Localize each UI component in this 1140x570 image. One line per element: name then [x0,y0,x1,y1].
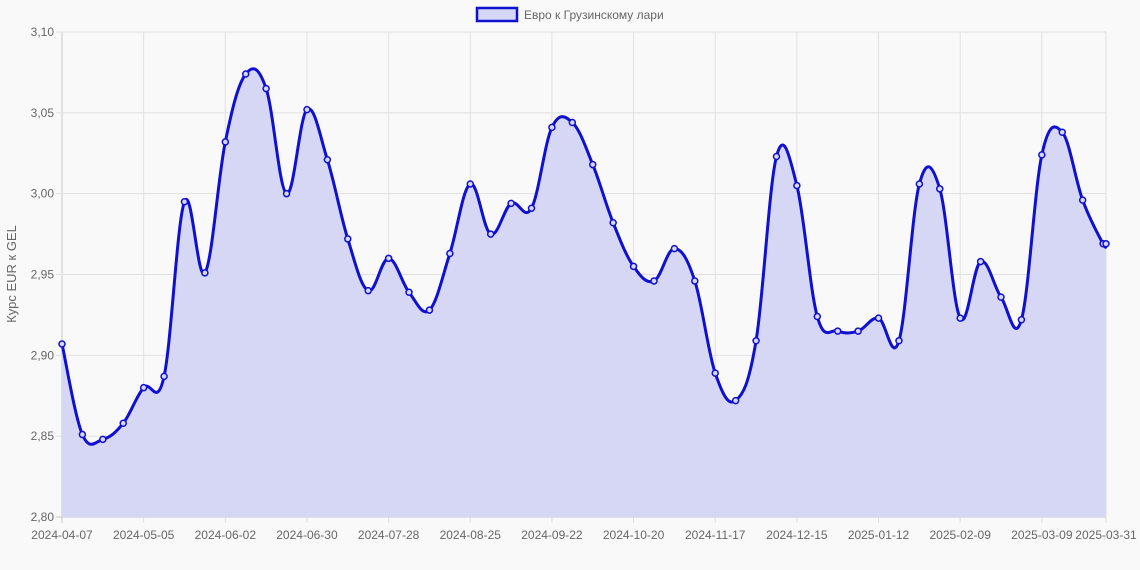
x-tick-label: 2024-06-02 [195,528,257,542]
data-point[interactable] [1058,128,1067,136]
data-point[interactable] [323,155,332,164]
x-tick-label: 2025-02-09 [929,528,991,542]
legend-swatch [475,6,519,23]
data-point[interactable] [691,277,699,285]
data-point[interactable] [241,70,250,78]
data-point[interactable] [793,181,801,190]
data-point[interactable] [854,327,862,335]
data-point[interactable] [446,249,454,258]
x-tick-label: 2024-07-28 [358,528,420,542]
data-point[interactable] [936,185,944,193]
y-tick-label: 2,80 [31,510,55,524]
y-axis-ticks: 2,80 2,85 2,90 2,95 3,00 3,05 3,10 [31,25,55,524]
data-point[interactable] [1017,316,1026,324]
data-point[interactable] [303,105,311,114]
x-tick-label: 2024-05-05 [113,528,175,542]
data-point[interactable] [752,337,760,345]
data-point[interactable] [466,180,475,188]
series-area-fill [62,68,1106,517]
x-tick-label: 2024-12-15 [766,528,828,542]
data-point[interactable] [99,435,107,444]
data-point[interactable] [262,84,270,93]
data-point[interactable] [344,235,352,243]
data-point[interactable] [772,152,781,161]
data-point[interactable] [895,337,903,345]
data-point[interactable] [711,369,719,377]
data-point[interactable] [568,118,577,127]
data-point[interactable] [629,262,638,271]
x-tick-label: 2025-03-31 [1075,528,1137,542]
data-point[interactable] [813,312,822,321]
legend-label: Евро к Грузинскому лари [524,8,664,22]
data-point[interactable] [833,327,842,335]
y-tick-label: 2,95 [31,268,55,282]
data-point[interactable] [384,254,393,263]
data-point[interactable] [282,189,291,198]
x-tick-label: 2024-08-25 [440,528,502,542]
x-tick-label: 2024-10-20 [603,528,665,542]
data-point[interactable] [78,430,87,439]
y-tick-label: 3,05 [31,106,55,120]
x-tick-label: 2025-01-12 [848,528,910,542]
data-point[interactable] [58,340,66,348]
data-point[interactable] [731,396,740,405]
data-point[interactable] [650,277,658,285]
data-point[interactable] [364,286,372,295]
data-point[interactable] [486,230,495,238]
data-point[interactable] [180,198,189,206]
y-tick-label: 3,10 [31,25,55,39]
data-point[interactable] [609,219,617,227]
y-axis-label: Курс EUR к GEL [4,225,19,323]
data-point[interactable] [915,180,924,188]
x-tick-label: 2024-11-17 [685,528,746,542]
x-tick-label: 2024-04-07 [31,528,93,542]
data-point[interactable] [507,199,515,208]
data-point[interactable] [956,314,964,322]
x-axis-ticks: 2024-04-07 2024-05-05 2024-06-02 2024-06-30… [31,528,1137,542]
data-point[interactable] [405,288,413,297]
data-point[interactable] [1102,240,1110,248]
legend[interactable]: Евро к Грузинскому лари [475,6,664,23]
y-tick-label: 2,90 [31,348,55,362]
data-point[interactable] [221,138,230,146]
data-point[interactable] [1078,196,1087,204]
data-point[interactable] [425,306,434,314]
y-tick-label: 3,00 [31,187,55,201]
series-points [58,70,1110,444]
x-tick-label: 2025-03-09 [1011,528,1073,542]
data-point[interactable] [874,314,883,322]
data-point[interactable] [997,293,1005,301]
y-tick-label: 2,85 [31,429,55,443]
data-point[interactable] [139,383,148,392]
data-point[interactable] [670,244,679,253]
x-tick-label: 2024-06-30 [276,528,338,542]
data-point[interactable] [119,419,127,427]
x-tick-label: 2024-09-22 [521,528,583,542]
data-point[interactable] [588,160,597,169]
data-point[interactable] [160,372,168,381]
data-point[interactable] [1038,151,1046,159]
data-point[interactable] [201,269,209,277]
data-point[interactable] [976,257,985,266]
data-point[interactable] [548,123,556,132]
data-point[interactable] [527,204,536,212]
